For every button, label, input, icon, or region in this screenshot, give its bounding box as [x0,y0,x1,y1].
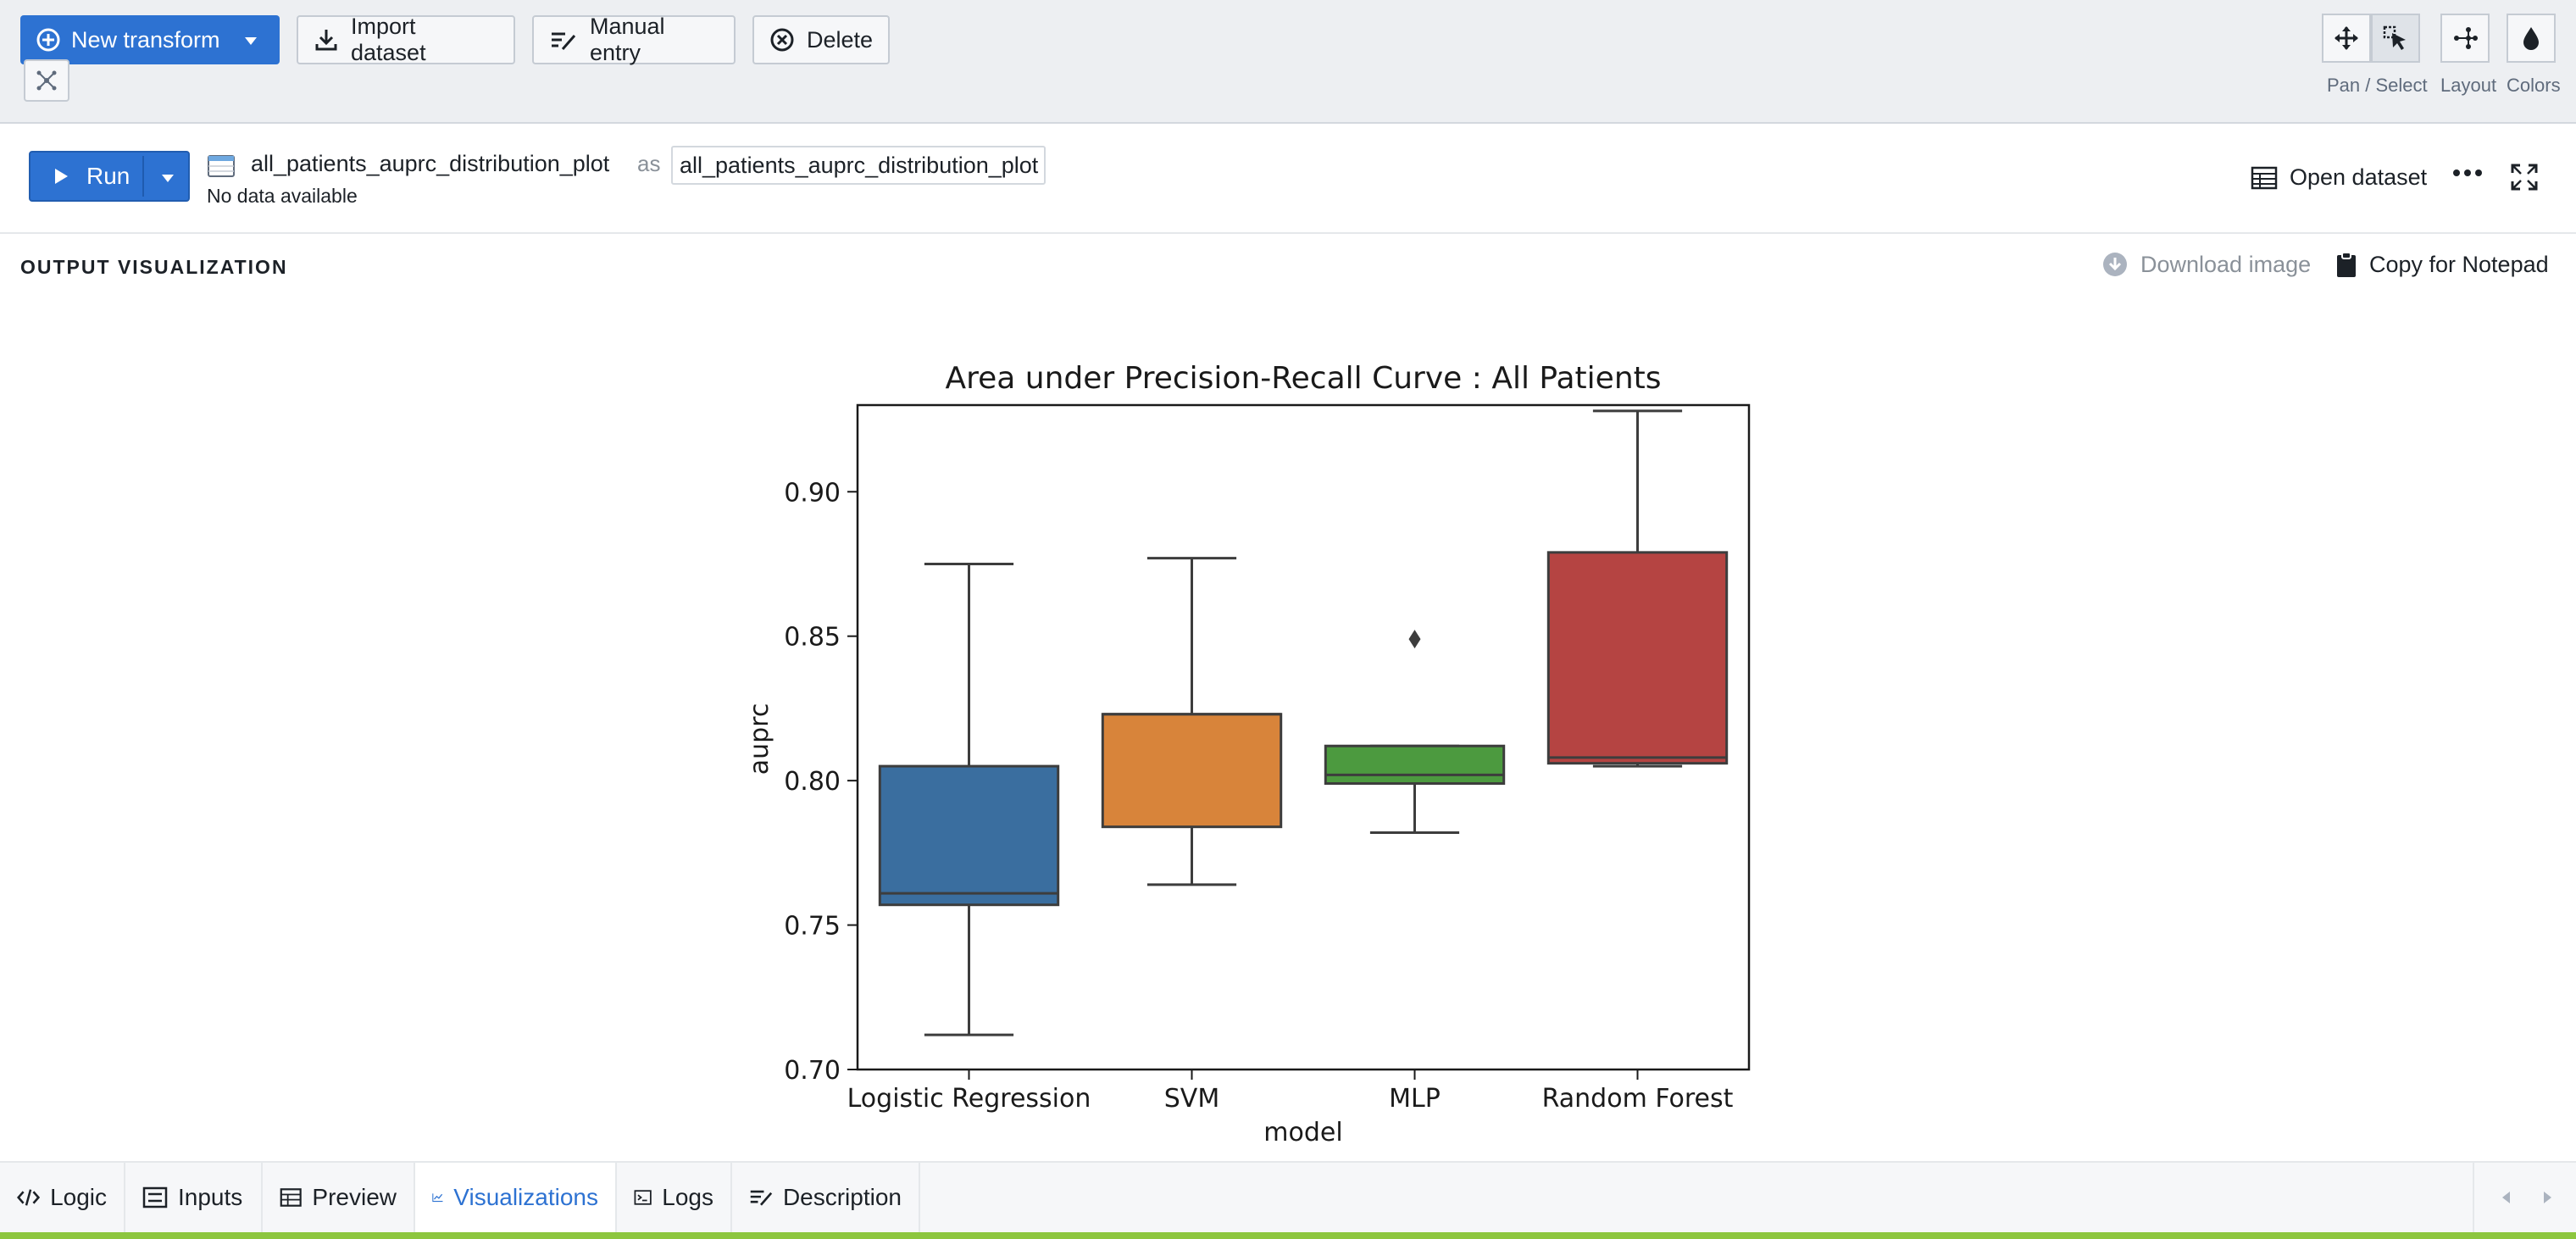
layout-label: Layout [2440,75,2497,96]
import-icon [315,30,337,51]
copy-for-notepad-label: Copy for Notepad [2369,251,2549,277]
select-icon [2383,25,2406,50]
x-tick-label: Logistic Regression [847,1084,1091,1114]
as-label: as [637,151,661,176]
layout-icon [2454,27,2478,49]
inputs-icon [142,1186,168,1208]
box [878,764,1060,907]
graph-view-button[interactable] [24,59,69,102]
add-circle-icon [36,28,60,52]
box [1546,551,1729,765]
tab-logic-label: Logic [50,1184,107,1210]
y-tick-label: 0.80 [784,767,841,797]
colors-button[interactable] [2507,14,2556,63]
select-tool-button[interactable] [2371,14,2420,63]
chart-title: Area under Precision-Recall Curve : All … [945,361,1661,396]
line-chart-icon [432,1193,443,1203]
chevron-left-icon[interactable] [2500,1190,2512,1205]
table-icon [280,1188,302,1207]
droplet-icon [2523,27,2539,50]
tab-inputs-label: Inputs [178,1184,243,1210]
run-button[interactable]: Run [29,151,190,202]
play-icon [55,169,68,184]
fullscreen-icon[interactable] [2510,163,2539,192]
table-icon [2251,166,2278,189]
new-transform-label: New transform [71,26,220,53]
x-tick-label: SVM [1164,1084,1219,1114]
new-transform-button[interactable]: New transform [20,15,280,64]
auprc-boxplot: Area under Precision-Recall Curve : All … [745,361,1751,1147]
layout-button[interactable] [2440,14,2490,63]
graph-toolbar: New transform Import dataset Manual entr… [0,0,2576,124]
manual-entry-label: Manual entry [590,14,665,65]
y-tick-label: 0.70 [784,1056,841,1086]
tab-logs-label: Logs [662,1184,713,1210]
y-tick-label: 0.75 [784,912,841,942]
console-icon [634,1190,652,1205]
download-image-button[interactable]: Download image [2101,251,2311,278]
dataset-icon [208,155,235,177]
delete-label: Delete [807,26,874,53]
tab-preview[interactable]: Preview [263,1163,415,1232]
tab-preview-label: Preview [312,1184,397,1210]
code-icon [17,1189,41,1206]
status-text: No data available [207,185,358,207]
run-label: Run [86,163,130,189]
clipboard-icon [2337,252,2356,277]
tab-description[interactable]: Description [732,1163,920,1232]
tab-logs[interactable]: Logs [617,1163,732,1232]
download-icon [2103,253,2127,276]
box [1324,744,1506,786]
chevron-right-icon[interactable] [2542,1190,2554,1205]
open-dataset-label: Open dataset [2290,164,2428,190]
run-divider [142,156,144,197]
graph-icon [36,70,57,91]
x-tick-label: MLP [1389,1084,1441,1114]
tab-visualizations[interactable]: Visualizations [415,1163,617,1232]
output-name-field[interactable]: all_patients_auprc_distribution_plot [671,146,1046,185]
output-visualization-title: OUTPUT VISUALIZATION [20,256,288,278]
plot-area: 0.70 0.75 0.80 0.85 0.90 Logistic Regression S… [784,403,1751,1114]
tab-visualizations-label: Visualizations [453,1184,598,1210]
box [1101,713,1283,829]
delete-button[interactable]: Delete [752,15,890,64]
tab-inputs[interactable]: Inputs [125,1163,263,1232]
manual-entry-icon [552,32,576,50]
caret-down-icon[interactable] [159,169,176,186]
pan-select-label: Pan / Select [2327,75,2428,96]
y-tick-label: 0.90 [784,478,841,508]
pan-tool-button[interactable] [2322,14,2371,63]
transform-header: Run all_patients_auprc_distribution_plot… [0,124,2576,234]
manual-entry-button[interactable]: Manual entry [532,14,736,65]
plot-frame [856,403,1751,1071]
move-icon [2334,26,2358,50]
copy-for-notepad-button[interactable]: Copy for Notepad [2335,251,2549,278]
chart-x-label: model [1263,1118,1342,1147]
tab-scroll-controls [2473,1163,2576,1232]
tab-logic[interactable]: Logic [0,1163,125,1232]
y-tick-label: 0.85 [784,623,841,653]
bottom-tab-bar: Logic Inputs Preview Visualizations Logs… [0,1161,2576,1234]
open-dataset-button[interactable]: Open dataset [2251,164,2427,191]
footer-accent-bar [0,1232,2576,1239]
download-image-label: Download image [2140,251,2312,277]
import-dataset-label: Import dataset [351,14,426,65]
chart-y-label: auprc [745,703,774,775]
tab-description-label: Description [782,1184,902,1210]
outlier-point [1408,630,1421,649]
run-main[interactable]: Run [31,153,142,200]
import-dataset-button[interactable]: Import dataset [297,14,515,65]
dataset-name[interactable]: all_patients_auprc_distribution_plot [251,151,610,176]
caret-down-icon[interactable] [242,32,259,49]
delete-circle-icon [770,28,794,52]
description-icon [750,1190,773,1206]
more-icon[interactable] [2452,168,2483,178]
x-tick-label: Random Forest [1542,1084,1734,1114]
colors-label: Colors [2507,75,2561,96]
